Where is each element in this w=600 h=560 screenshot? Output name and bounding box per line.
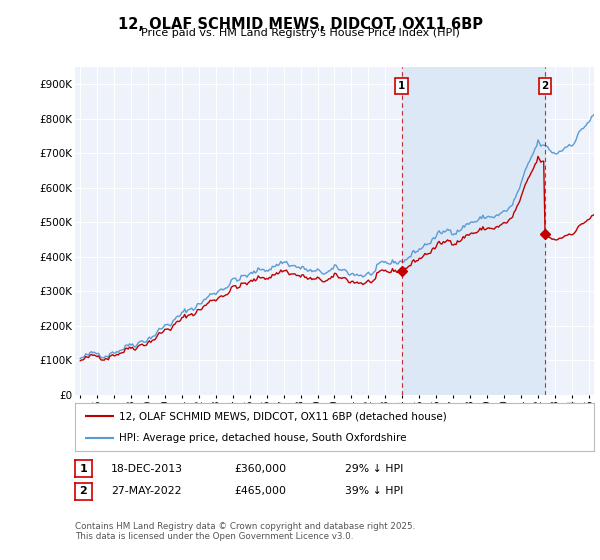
Text: 39% ↓ HPI: 39% ↓ HPI — [345, 486, 403, 496]
Text: 2: 2 — [542, 81, 549, 91]
Text: 29% ↓ HPI: 29% ↓ HPI — [345, 464, 403, 474]
Text: Contains HM Land Registry data © Crown copyright and database right 2025.
This d: Contains HM Land Registry data © Crown c… — [75, 522, 415, 542]
Text: 18-DEC-2013: 18-DEC-2013 — [111, 464, 183, 474]
Text: 12, OLAF SCHMID MEWS, DIDCOT, OX11 6BP: 12, OLAF SCHMID MEWS, DIDCOT, OX11 6BP — [118, 17, 482, 32]
Text: 27-MAY-2022: 27-MAY-2022 — [111, 486, 182, 496]
Text: £465,000: £465,000 — [234, 486, 286, 496]
Text: £360,000: £360,000 — [234, 464, 286, 474]
Text: Price paid vs. HM Land Registry's House Price Index (HPI): Price paid vs. HM Land Registry's House … — [140, 28, 460, 38]
Text: 1: 1 — [80, 464, 87, 474]
Text: 12, OLAF SCHMID MEWS, DIDCOT, OX11 6BP (detached house): 12, OLAF SCHMID MEWS, DIDCOT, OX11 6BP (… — [119, 411, 447, 421]
Bar — [401, 67, 545, 395]
Text: 1: 1 — [398, 81, 405, 91]
Text: HPI: Average price, detached house, South Oxfordshire: HPI: Average price, detached house, Sout… — [119, 433, 407, 443]
Text: 2: 2 — [80, 486, 87, 496]
